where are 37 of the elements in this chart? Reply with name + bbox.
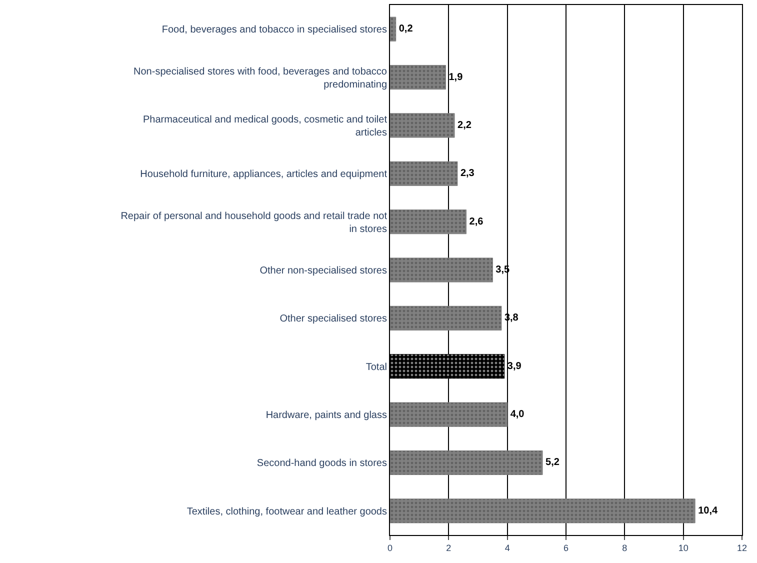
x-tick-label: 8 [622, 542, 628, 553]
data-label: 2,6 [469, 216, 484, 228]
bar [390, 258, 493, 282]
data-label: 2,2 [458, 120, 472, 131]
y-tick-label: Pharmaceutical and medical goods, cosmetic and toilet articles [142, 114, 388, 138]
y-tick-label: Textiles, clothing, footwear and leather goods [186, 506, 387, 518]
y-tick-label: Repair of personal and household goods and retail trade not in stores [120, 210, 388, 235]
bar [390, 210, 467, 234]
bar [390, 161, 458, 186]
data-label: 10,4 [698, 505, 718, 516]
x-tick-label: 0 [387, 542, 393, 553]
x-tick-label: 12 [736, 542, 748, 553]
data-label: 5,2 [546, 457, 560, 468]
bar [390, 113, 455, 138]
y-tick-label: Hardware, paints and glass [266, 410, 387, 422]
bar [390, 450, 543, 476]
x-tick-label: 2 [446, 542, 452, 553]
bar [390, 64, 446, 90]
bar [390, 306, 502, 330]
data-label: 4,0 [510, 409, 525, 420]
y-tick-label: Other non-specialised stores [260, 266, 387, 276]
data-label: 3,9 [507, 360, 522, 372]
y-tick-label: Non-specialised stores with food, beverages and tobacco predominating [134, 66, 388, 90]
y-tick-label: Total [366, 362, 387, 373]
data-label: 1,9 [448, 72, 464, 83]
y-tick-label: Second-hand goods in stores [256, 458, 387, 470]
x-tick-label: 10 [678, 542, 688, 553]
data-label: 2,3 [460, 168, 475, 180]
x-tick-label: 4 [504, 542, 510, 553]
bar [390, 402, 508, 427]
bar [390, 16, 396, 42]
bar [390, 498, 696, 524]
y-tick-label: Food, beverages and tobacco in specialised stores [162, 24, 387, 36]
data-label: 0,2 [398, 24, 414, 35]
x-tick-label: 6 [563, 542, 569, 553]
y-tick-label: Other specialised stores [280, 314, 387, 325]
y-tick-label: Household furniture, appliances, articles and equipment [140, 169, 388, 180]
